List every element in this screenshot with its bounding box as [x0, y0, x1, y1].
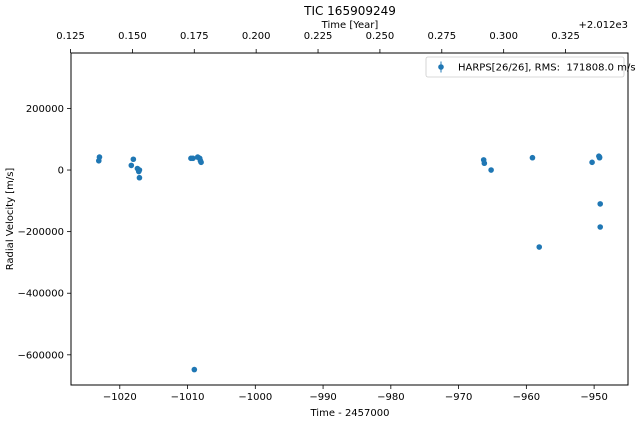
data-point [536, 244, 543, 250]
data-point [136, 167, 143, 173]
x-tick-label: −1010 [171, 392, 205, 403]
data-point [529, 154, 536, 161]
y-tick-label: −200000 [17, 227, 64, 238]
legend-marker [438, 64, 444, 70]
top-tick-label: 0.175 [180, 31, 209, 42]
x-tick-label: −960 [513, 392, 540, 403]
legend-box [425, 56, 625, 78]
data-point [597, 201, 604, 207]
data-point [130, 156, 137, 163]
x-tick-label: −980 [377, 392, 404, 403]
x-axis-ticks: −1020 −1010 −1000 −990 −980 −970 −960 −950 [103, 385, 608, 403]
chart-title: TIC 165909249 [303, 4, 396, 18]
data-points [95, 153, 604, 373]
data-point [191, 366, 198, 373]
plot-frame [70, 52, 629, 386]
legend: HARPS[26/26], RMS: 171808.0 m/s [425, 56, 636, 78]
y-axis-label: Radial Velocity [m/s] [5, 168, 16, 271]
y-tick-label: 0 [58, 166, 64, 177]
data-point [136, 174, 143, 181]
data-point [128, 162, 135, 169]
y-axis-ticks: 200000 0 −200000 −400000 −600000 [17, 104, 71, 361]
data-point [481, 160, 488, 167]
top-axis-label: Time [Year] [321, 20, 379, 31]
y-tick-label: 200000 [26, 104, 64, 115]
y-tick-label: −600000 [17, 350, 64, 361]
top-tick-label: 0.325 [551, 31, 580, 42]
top-tick-label: 0.150 [118, 31, 147, 42]
top-axis-offset-label: +2.012e3 [578, 20, 628, 31]
data-point [190, 155, 196, 162]
data-point [589, 159, 595, 166]
top-tick-label: 0.225 [304, 31, 333, 42]
top-axis-ticks: 0.125 0.150 0.175 0.200 0.225 0.250 0.275 0.300… [56, 31, 580, 53]
top-tick-label: 0.250 [366, 31, 395, 42]
y-tick-label: −400000 [17, 289, 64, 300]
top-tick-label: 0.200 [242, 31, 271, 42]
top-tick-label: 0.275 [427, 31, 456, 42]
top-tick-label: 0.125 [56, 31, 85, 42]
x-tick-label: −990 [309, 392, 336, 403]
data-point [96, 154, 103, 160]
legend-label: HARPS[26/26], RMS: 171808.0 m/s [458, 63, 636, 74]
top-tick-label: 0.300 [489, 31, 518, 42]
data-point [597, 224, 604, 230]
x-axis-label: Time - 2457000 [310, 408, 390, 419]
x-tick-label: −970 [445, 392, 472, 403]
data-point [488, 167, 494, 173]
x-tick-label: −1000 [238, 392, 272, 403]
data-point [198, 159, 204, 166]
data-point [596, 154, 603, 160]
x-tick-label: −950 [580, 392, 607, 403]
x-tick-label: −1020 [103, 392, 137, 403]
